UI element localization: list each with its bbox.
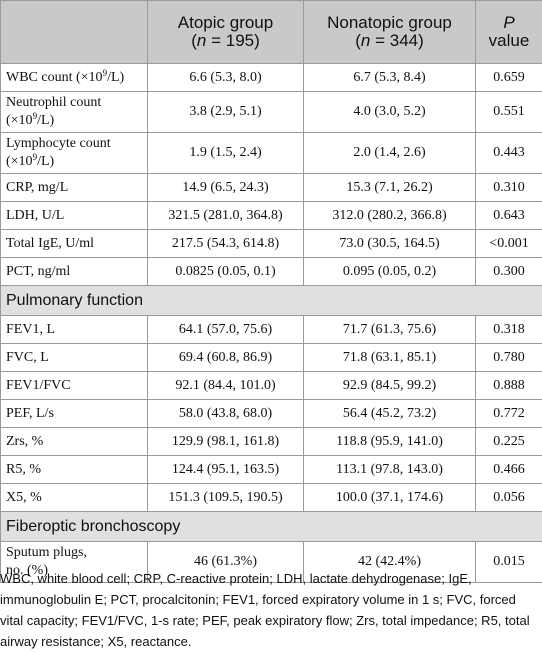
header-empty: [1, 1, 148, 64]
equals-sign: =: [206, 31, 225, 50]
p-value: 0.443: [476, 133, 542, 174]
table-row: PCT, ng/ml 0.0825 (0.05, 0.1) 0.095 (0.0…: [1, 258, 542, 286]
row-label: FVC, L: [1, 344, 148, 372]
p-value: 0.780: [476, 344, 542, 372]
header-atopic-title: Atopic group: [178, 13, 273, 32]
table-row: Lymphocyte count(×109/L) 1.9 (1.5, 2.4) …: [1, 133, 542, 174]
row-label: X5, %: [1, 484, 148, 512]
p-value: <0.001: [476, 230, 542, 258]
nonatopic-value: 312.0 (280.2, 366.8): [304, 202, 476, 230]
p-value: 0.300: [476, 258, 542, 286]
table-row: Total IgE, U/ml 217.5 (54.3, 614.8) 73.0…: [1, 230, 542, 258]
row-label: Neutrophil count(×109/L): [1, 92, 148, 133]
table-row: FEV1, L 64.1 (57.0, 75.6) 71.7 (61.3, 75…: [1, 316, 542, 344]
p-value: 0.772: [476, 400, 542, 428]
p-value: 0.643: [476, 202, 542, 230]
p-value: 0.310: [476, 174, 542, 202]
nonatopic-value: 56.4 (45.2, 73.2): [304, 400, 476, 428]
table-row: X5, % 151.3 (109.5, 190.5) 100.0 (37.1, …: [1, 484, 542, 512]
nonatopic-value: 113.1 (97.8, 143.0): [304, 456, 476, 484]
header-nonatopic-title: Nonatopic group: [327, 13, 452, 32]
section-row: Fiberoptic bronchoscopy: [1, 512, 542, 542]
p-value: 0.659: [476, 64, 542, 92]
atopic-value: 64.1 (57.0, 75.6): [148, 316, 304, 344]
header-nonatopic-n: 344: [390, 31, 418, 50]
section-title-fiberoptic: Fiberoptic bronchoscopy: [1, 512, 542, 542]
p-value: 0.318: [476, 316, 542, 344]
section-row: Pulmonary function: [1, 286, 542, 316]
header-p-symbol: P: [503, 13, 514, 32]
row-label: Zrs, %: [1, 428, 148, 456]
atopic-value: 14.9 (6.5, 24.3): [148, 174, 304, 202]
atopic-value: 6.6 (5.3, 8.0): [148, 64, 304, 92]
row-label: FEV1, L: [1, 316, 148, 344]
nonatopic-value: 71.7 (61.3, 75.6): [304, 316, 476, 344]
nonatopic-value: 100.0 (37.1, 174.6): [304, 484, 476, 512]
row-label: PCT, ng/ml: [1, 258, 148, 286]
n-symbol: n: [361, 31, 370, 50]
header-value-word: value: [489, 31, 530, 50]
atopic-value: 321.5 (281.0, 364.8): [148, 202, 304, 230]
atopic-value: 0.0825 (0.05, 0.1): [148, 258, 304, 286]
table-row: CRP, mg/L 14.9 (6.5, 24.3) 15.3 (7.1, 26…: [1, 174, 542, 202]
p-value: 0.056: [476, 484, 542, 512]
nonatopic-value: 4.0 (3.0, 5.2): [304, 92, 476, 133]
table-row: LDH, U/L 321.5 (281.0, 364.8) 312.0 (280…: [1, 202, 542, 230]
nonatopic-value: 15.3 (7.1, 26.2): [304, 174, 476, 202]
p-value: 0.551: [476, 92, 542, 133]
row-label: FEV1/FVC: [1, 372, 148, 400]
atopic-value: 151.3 (109.5, 190.5): [148, 484, 304, 512]
table-row: FVC, L 69.4 (60.8, 86.9) 71.8 (63.1, 85.…: [1, 344, 542, 372]
header-nonatopic: Nonatopic group(n = 344): [304, 1, 476, 64]
nonatopic-value: 73.0 (30.5, 164.5): [304, 230, 476, 258]
nonatopic-value: 118.8 (95.9, 141.0): [304, 428, 476, 456]
row-label: WBC count (×109/L): [1, 64, 148, 92]
atopic-value: 129.9 (98.1, 161.8): [148, 428, 304, 456]
row-label: LDH, U/L: [1, 202, 148, 230]
header-atopic-n: 195: [226, 31, 254, 50]
table-row: R5, % 124.4 (95.1, 163.5) 113.1 (97.8, 1…: [1, 456, 542, 484]
nonatopic-value: 71.8 (63.1, 85.1): [304, 344, 476, 372]
table-row: WBC count (×109/L) 6.6 (5.3, 8.0) 6.7 (5…: [1, 64, 542, 92]
atopic-value: 92.1 (84.4, 101.0): [148, 372, 304, 400]
atopic-value: 124.4 (95.1, 163.5): [148, 456, 304, 484]
atopic-value: 217.5 (54.3, 614.8): [148, 230, 304, 258]
row-label: Total IgE, U/ml: [1, 230, 148, 258]
row-label: PEF, L/s: [1, 400, 148, 428]
n-symbol: n: [197, 31, 206, 50]
row-label: Lymphocyte count(×109/L): [1, 133, 148, 174]
atopic-value: 58.0 (43.8, 68.0): [148, 400, 304, 428]
section-title-pulmonary: Pulmonary function: [1, 286, 542, 316]
nonatopic-value: 92.9 (84.5, 99.2): [304, 372, 476, 400]
table-row: Neutrophil count(×109/L) 3.8 (2.9, 5.1) …: [1, 92, 542, 133]
equals-sign: =: [370, 31, 389, 50]
table-row: Zrs, % 129.9 (98.1, 161.8) 118.8 (95.9, …: [1, 428, 542, 456]
footnote: WBC, white blood cell; CRP, C-reactive p…: [0, 568, 542, 652]
atopic-value: 1.9 (1.5, 2.4): [148, 133, 304, 174]
p-value: 0.888: [476, 372, 542, 400]
p-value: 0.225: [476, 428, 542, 456]
header-row: Atopic group(n = 195) Nonatopic group(n …: [1, 1, 542, 64]
atopic-value: 3.8 (2.9, 5.1): [148, 92, 304, 133]
nonatopic-value: 0.095 (0.05, 0.2): [304, 258, 476, 286]
atopic-value: 69.4 (60.8, 86.9): [148, 344, 304, 372]
row-label: R5, %: [1, 456, 148, 484]
table-row: PEF, L/s 58.0 (43.8, 68.0) 56.4 (45.2, 7…: [1, 400, 542, 428]
header-atopic: Atopic group(n = 195): [148, 1, 304, 64]
row-label: CRP, mg/L: [1, 174, 148, 202]
nonatopic-value: 6.7 (5.3, 8.4): [304, 64, 476, 92]
nonatopic-value: 2.0 (1.4, 2.6): [304, 133, 476, 174]
p-value: 0.466: [476, 456, 542, 484]
comparison-table: Atopic group(n = 195) Nonatopic group(n …: [0, 0, 542, 583]
table-row: FEV1/FVC 92.1 (84.4, 101.0) 92.9 (84.5, …: [1, 372, 542, 400]
